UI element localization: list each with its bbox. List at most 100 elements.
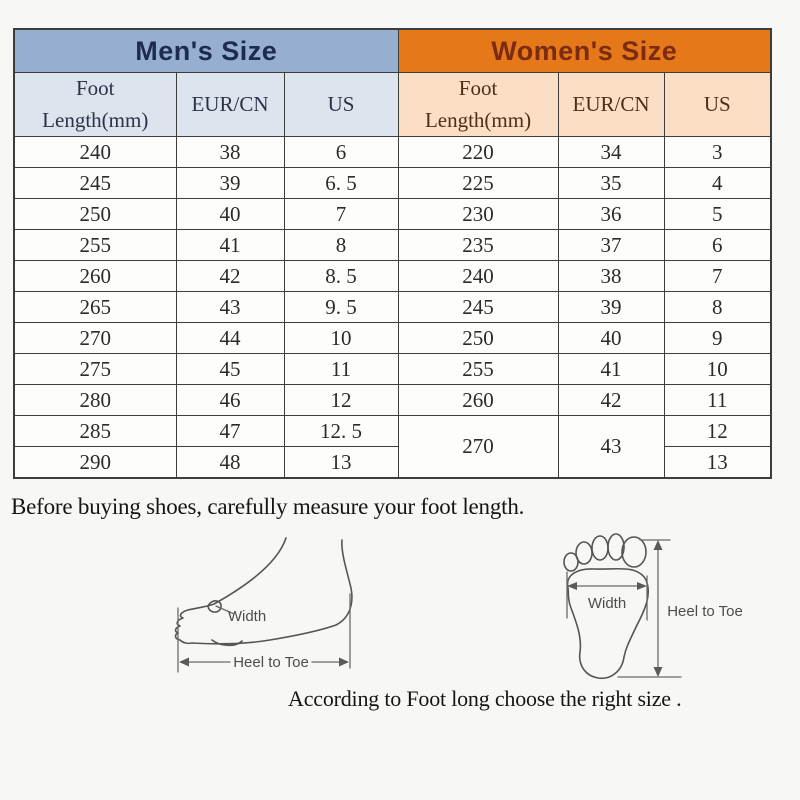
size-cell: 275 [13,353,177,385]
arrowhead-left-icon [179,657,189,667]
size-cell: 265 [13,291,177,323]
instep-loop [207,600,222,613]
size-cell: 9. 5 [283,291,399,323]
length-mm-label: Length(mm) [42,107,149,132]
size-cell: 255 [397,353,559,385]
size-cell: 34 [557,136,665,168]
size-cell: 235 [397,229,559,261]
size-cell: 245 [13,167,177,199]
big-toe-icon [621,536,647,568]
size-cell: 220 [397,136,559,168]
size-cell: 41 [175,229,285,261]
size-cell: 260 [397,384,559,416]
side-width-label: Width [228,608,266,625]
mens-eur-cn-header: EUR/CN [175,72,285,137]
size-cell: 39 [175,167,285,199]
choose-size-instruction-text: According to Foot long choose the right … [288,686,682,711]
arrowhead-up-icon [653,540,663,550]
measure-instruction-text: Before buying shoes, carefully measure y… [11,494,525,519]
mens-foot-length-header: Foot Length(mm) [13,72,177,137]
womens-size-title: Women's Size [397,28,772,73]
size-cell: 255 [13,229,177,261]
size-cell: 250 [397,322,559,354]
size-cell: 44 [175,322,285,354]
size-cell: 6. 5 [283,167,399,199]
size-cell: 230 [397,198,559,230]
size-cell: 3 [663,136,772,168]
foot-side-outline [174,537,353,645]
size-cell: 42 [557,384,665,416]
size-cell: 37 [557,229,665,261]
size-cell: 36 [557,198,665,230]
womens-eur-cn-header: EUR/CN [557,72,665,137]
size-cell: 41 [557,353,665,385]
toe-icon [575,541,593,565]
size-cell: 39 [557,291,665,323]
size-cell-merged: 43 [557,415,665,479]
size-cell: 4 [663,167,772,199]
size-cell: 42 [175,260,285,292]
arrowhead-right-icon [339,657,349,667]
size-cell: 38 [175,136,285,168]
foot-label: Foot [458,76,498,100]
size-cell: 45 [175,353,285,385]
size-cell: 8 [663,291,772,323]
size-cell: 270 [13,322,177,354]
shoe-size-chart-table: Men's Size Women's Size Foot Length(mm) … [13,28,773,479]
arrowhead-down-icon [653,667,663,677]
table-subheader-row: Foot Length(mm) EUR/CN US Foot Length(mm… [13,72,772,137]
size-cell: 38 [557,260,665,292]
toe-icon [563,552,579,572]
size-row: 265 43 9. 5 245 39 8 [13,291,772,323]
size-cell: 43 [175,291,285,323]
size-row: 260 42 8. 5 240 38 7 [13,260,772,292]
arrowhead-right-icon [637,582,647,590]
size-cell: 46 [175,384,285,416]
size-cell: 240 [13,136,177,168]
size-cell: 12 [663,415,772,447]
size-cell: 40 [557,322,665,354]
size-row: 240 38 6 220 34 3 [13,136,772,168]
size-row: 245 39 6. 5 225 35 4 [13,167,772,199]
size-row: 285 47 12. 5 270 43 12 [13,415,772,479]
side-heel-toe-label: Heel to Toe [233,654,309,671]
footprint-outline [566,567,650,680]
toe-icon [591,535,609,561]
size-cell: 11 [283,353,399,385]
size-cell: 7 [283,198,399,230]
size-cell: 10 [663,353,772,385]
size-row: 255 41 8 235 37 6 [13,229,772,261]
foot-side-view-diagram: Width Heel to Toe [174,537,353,673]
size-cell: 7 [663,260,772,292]
sole-pad-line [211,639,243,647]
toe-icon [607,533,625,561]
size-cell: 245 [397,291,559,323]
size-cell: 12 [283,384,399,416]
size-cell: 250 [13,198,177,230]
size-cell: 285 [13,415,177,447]
mens-size-title: Men's Size [13,28,399,73]
size-cell: 47 [175,415,285,447]
size-cell: 35 [557,167,665,199]
size-cell: 225 [397,167,559,199]
womens-foot-length-header: Foot Length(mm) [397,72,559,137]
width-leader-line [215,605,235,615]
mens-us-header: US [283,72,399,137]
size-cell: 40 [175,198,285,230]
size-cell: 240 [397,260,559,292]
size-cell: 13 [283,446,399,479]
footprint-diagram: Width Heel to Toe [563,533,743,680]
size-cell: 290 [13,446,177,479]
size-cell: 9 [663,322,772,354]
size-cell: 13 [663,446,772,479]
footprint-heel-toe-label: Heel to Toe [667,603,743,620]
size-cell: 10 [283,322,399,354]
foot-label: Foot [75,76,115,100]
womens-us-header: US [663,72,772,137]
footprint-width-label: Width [588,595,626,612]
size-cell: 260 [13,260,177,292]
length-mm-label: Length(mm) [424,107,532,132]
size-cell: 48 [175,446,285,479]
size-row: 275 45 11 255 41 10 [13,353,772,385]
size-row: 250 40 7 230 36 5 [13,198,772,230]
